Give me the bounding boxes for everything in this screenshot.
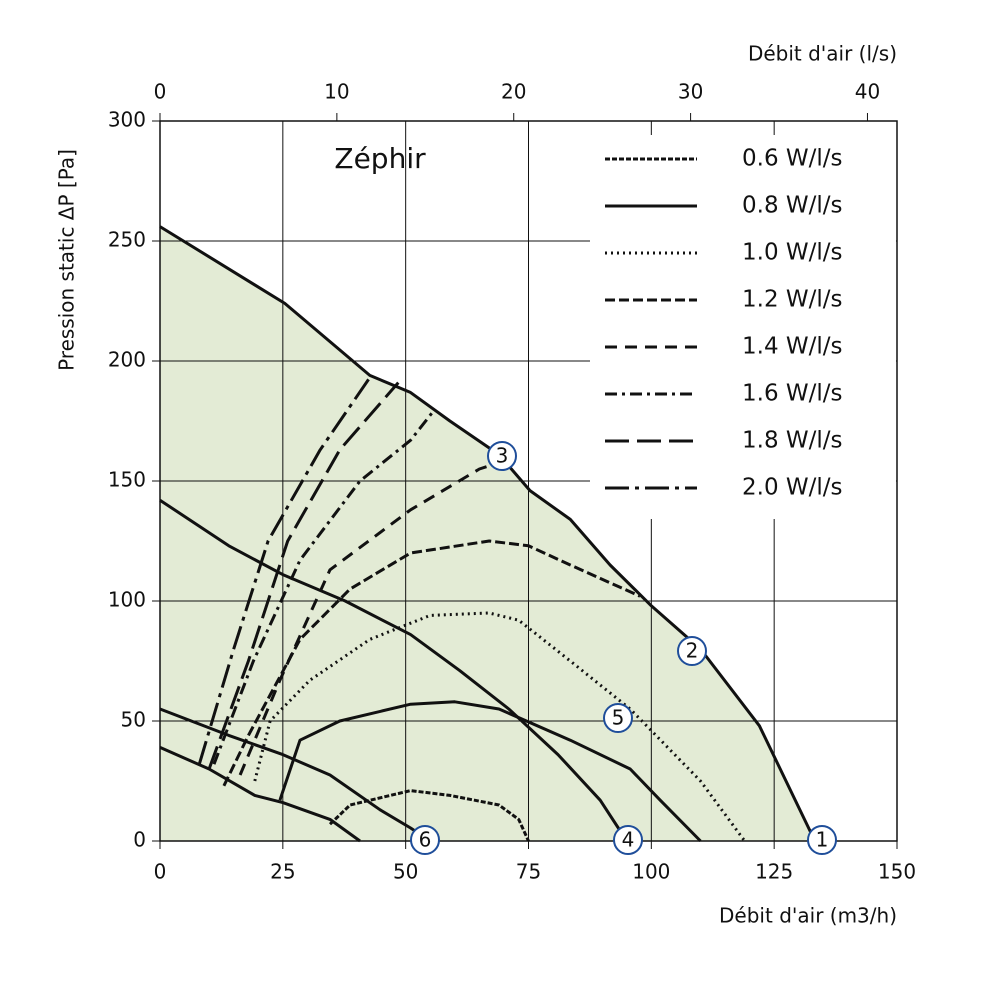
x2-tick-label: 10 [324,80,349,104]
legend-label: 0.6 W/l/s [742,146,843,172]
x-tick-label: 25 [270,860,295,884]
y-tick-label: 200 [108,348,146,372]
legend-label: 1.6 W/l/s [742,381,843,407]
annotation-circle [807,825,837,855]
x2-tick-label: 0 [154,80,167,104]
curve [159,746,361,843]
y-tick-label: 0 [133,828,146,852]
y-tick-label: 100 [108,588,146,612]
x-tick-label: 0 [154,860,167,884]
legend-box [590,135,896,519]
annotation-label: 2 [686,639,699,663]
y-axis-title: Pression static ΔP [Pa] [55,149,79,371]
curve [328,789,530,842]
annotation-label: 6 [419,828,432,852]
annotation-circle [677,636,707,666]
curve [222,539,641,787]
x2-tick-label: 20 [501,80,526,104]
x-tick-label: 125 [755,860,793,884]
annotation-circle [487,441,517,471]
x-axis-title: Débit d'air (m3/h) [719,904,897,928]
legend-label: 2.0 W/l/s [742,475,843,501]
curve [207,381,400,770]
x-tick-label: 75 [516,860,541,884]
curve [159,707,432,843]
x-tick-label: 150 [878,860,916,884]
chart-title: Zéphir [334,142,426,175]
annotation-circle [410,825,440,855]
annotation-circle [603,703,633,733]
y-tick-label: 50 [121,708,146,732]
curve [278,700,702,843]
x2-axis-title: Débit d'air (l/s) [748,42,897,66]
x-tick-label: 50 [393,860,418,884]
y-tick-label: 300 [108,108,146,132]
y-tick-label: 250 [108,228,146,252]
legend-label: 0.8 W/l/s [742,193,843,219]
x2-tick-label: 30 [678,80,703,104]
annotation-circle [613,825,643,855]
curve [159,498,629,842]
annotation-label: 1 [816,828,829,852]
annotation-label: 4 [622,828,635,852]
y-tick-label: 150 [108,468,146,492]
annotation-label: 5 [612,706,625,730]
annotation-label: 3 [496,444,509,468]
legend-label: 1.4 W/l/s [742,334,843,360]
curve [212,408,437,765]
legend-label: 1.2 W/l/s [742,287,843,313]
x-tick-label: 100 [632,860,670,884]
legend-label: 1.8 W/l/s [742,428,843,454]
curve [197,374,373,765]
legend-label: 1.0 W/l/s [742,240,843,266]
curve [238,460,503,776]
x2-tick-label: 40 [855,80,880,104]
